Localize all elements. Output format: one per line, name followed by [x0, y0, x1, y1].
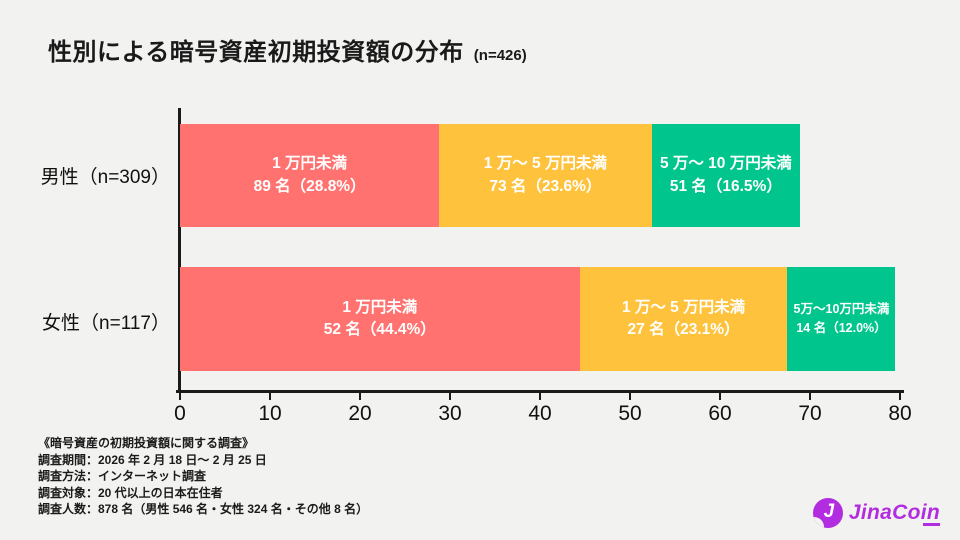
footnote-line: 調査期間：2026 年 2 月 18 日〜 2 月 25 日 [38, 452, 267, 467]
x-axis-tick-label: 50 [618, 402, 642, 425]
segment-label: 1 万円未満 [342, 298, 418, 316]
x-axis-tick-mark [449, 393, 451, 400]
footnote-line: 調査人数：878 名（男性 546 名・女性 324 名・その他 8 名） [38, 502, 369, 516]
x-axis-tick-mark [899, 393, 901, 400]
segment-label: 5万〜10万円未満 [793, 302, 890, 317]
x-axis-tick-label: 10 [258, 402, 282, 425]
page-title: 性別による暗号資産初期投資額の分布 [48, 39, 464, 66]
category-label-female: 女性（n=117） [42, 313, 170, 334]
x-axis-tick-label: 30 [438, 402, 462, 425]
x-axis-tick-label: 40 [528, 402, 552, 425]
bar-segment: 1 万〜 5 万円未満 27 名（23.1%） [579, 267, 788, 371]
x-axis-tick-label: 60 [708, 402, 732, 425]
bar-segment: 1 万円未満 89 名（28.8%） [180, 124, 440, 227]
bar-segment: 1 万〜 5 万円未満 73 名（23.6%） [439, 124, 652, 227]
x-axis-tick-mark [539, 393, 541, 400]
page-title-row: 性別による暗号資産初期投資額の分布 (n=426) [48, 32, 527, 67]
footnote-line: 《暗号資産の初期投資額に関する調査》 [38, 436, 255, 450]
footnote-line: 調査対象：20 代以上の日本在住者 [38, 485, 223, 500]
segment-label: 1 万〜 5 万円未満 [621, 298, 746, 316]
bar-segment: 1 万円未満 52 名（44.4%） [180, 267, 580, 371]
x-axis-tick-label: 80 [888, 402, 912, 425]
x-axis-tick-mark [809, 393, 811, 400]
x-axis-tick-mark [719, 393, 721, 400]
y-axis-line [178, 108, 181, 393]
x-axis-tick-label: 70 [798, 402, 822, 425]
x-axis-tick-mark [269, 393, 271, 400]
x-axis-tick-label: 20 [348, 402, 372, 425]
x-axis-tick-mark [629, 393, 631, 400]
category-label-male: 男性（n=309） [40, 167, 170, 188]
segment-count: 51 名（16.5%） [669, 177, 782, 195]
segment-count: 14 名（12.0%） [796, 321, 887, 335]
segment-count: 89 名（28.8%） [253, 177, 366, 195]
x-axis-tick-mark [359, 393, 361, 400]
segment-count: 27 名（23.1%） [627, 321, 740, 338]
jinacoin-logo-text: JinaCoin [848, 501, 941, 526]
x-axis-line [176, 390, 904, 393]
x-axis-tick-label: 0 [174, 402, 186, 425]
segment-label: 1 万円未満 [272, 155, 348, 173]
bar-segment: 5万〜10万円未満 14 名（12.0%） [787, 267, 896, 371]
logo-letter: J [823, 501, 835, 522]
bar-chart: 1 万円未満 89 名（28.8%） 1 万〜 5 万円未満 73 名（23.6%） 5… [174, 108, 912, 425]
segment-count: 52 名（44.4%） [323, 321, 436, 338]
x-axis-tick-mark [179, 393, 181, 400]
footnote-line: 調査方法：インターネット調査 [38, 469, 207, 483]
jinacoin-logo: J JinaCoin [812, 498, 941, 528]
sample-size-note: (n=426) [473, 47, 527, 64]
bar-male: 1 万円未満 89 名（28.8%） 1 万〜 5 万円未満 73 名（23.6%） 5… [180, 124, 801, 227]
segment-count: 73 名（23.6%） [489, 177, 602, 195]
segment-label: 5 万〜 10 万円未満 [659, 155, 792, 173]
jinacoin-logo-icon: J [812, 498, 843, 528]
bar-segment: 5 万〜 10 万円未満 51 名（16.5%） [651, 124, 801, 227]
survey-footnote: 《暗号資産の初期投資額に関する調査》 調査期間：2026 年 2 月 18 日〜… [38, 435, 368, 518]
segment-label: 1 万〜 5 万円未満 [483, 155, 607, 173]
bar-female: 1 万円未満 52 名（44.4%） 1 万〜 5 万円未満 27 名（23.1%） 5… [180, 267, 896, 371]
